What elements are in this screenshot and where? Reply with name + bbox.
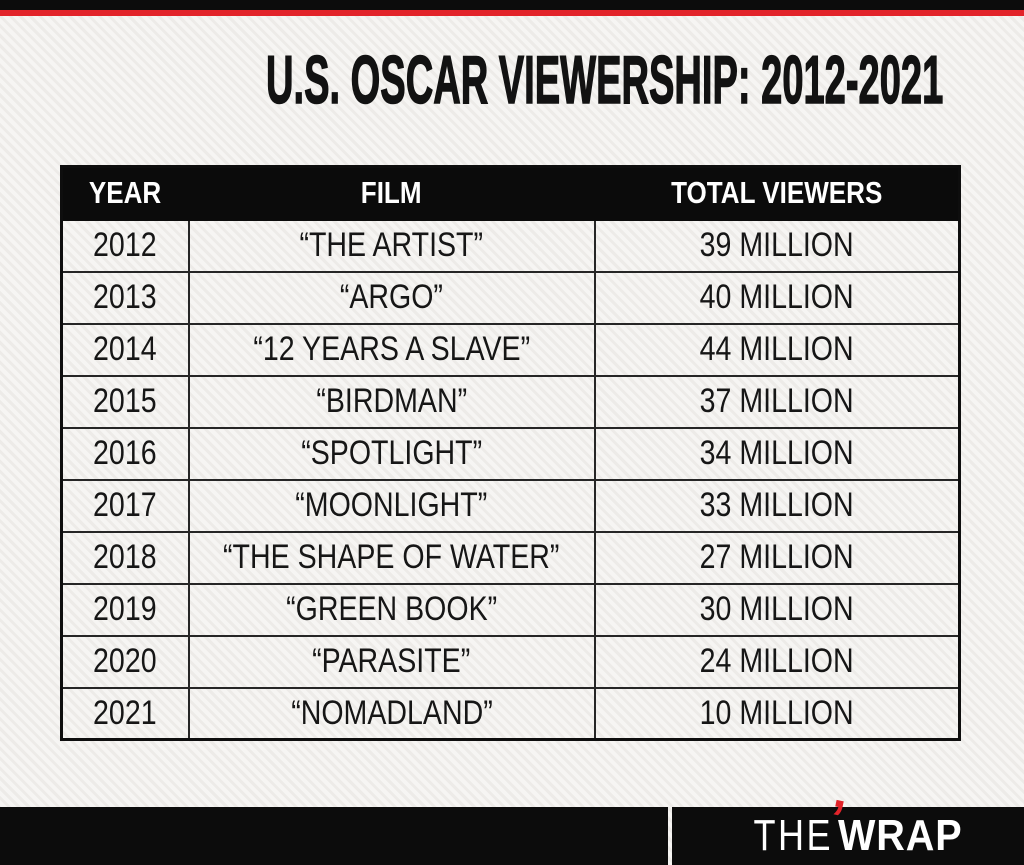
table-row: 2012 “THE ARTIST” 39 MILLION: [60, 218, 961, 273]
viewers-cell: 40 MILLION: [593, 270, 961, 325]
year-cell-text: 2016: [93, 434, 158, 472]
film-cell: “GREEN BOOK”: [187, 582, 596, 637]
logo-wrap-text: WRAP: [837, 811, 963, 860]
year-cell: 2012: [60, 218, 190, 273]
column-header-year: YEAR: [60, 165, 190, 221]
viewers-cell-text: 30 MILLION: [699, 590, 854, 628]
table-row: 2016 “SPOTLIGHT” 34 MILLION: [60, 426, 961, 481]
viewers-cell-text: 37 MILLION: [699, 382, 854, 420]
year-cell: 2015: [60, 374, 190, 429]
table-row: 2017 “MOONLIGHT” 33 MILLION: [60, 478, 961, 533]
table-header-row: YEAR FILM TOTAL VIEWERS: [60, 165, 961, 221]
top-black-bar: [0, 0, 1024, 10]
viewers-cell: 34 MILLION: [593, 426, 961, 481]
film-cell-text: “PARASITE”: [312, 642, 471, 680]
year-cell-text: 2020: [93, 642, 158, 680]
film-cell-text: “THE ARTIST”: [299, 226, 484, 264]
table-row: 2018 “THE SHAPE OF WATER” 27 MILLION: [60, 530, 961, 585]
viewership-table: YEAR FILM TOTAL VIEWERS 2012 “THE ARTIST”…: [60, 165, 961, 741]
film-cell-text: “THE SHAPE OF WATER”: [223, 538, 560, 576]
viewers-cell-text: 10 MILLION: [699, 693, 854, 732]
viewers-cell-text: 40 MILLION: [699, 278, 854, 316]
top-red-stripe: [0, 10, 1024, 16]
column-header-film: FILM: [187, 165, 596, 221]
film-cell: “MOONLIGHT”: [187, 478, 596, 533]
page-title: U.S. OSCAR VIEWERSHIP: 2012-2021: [0, 42, 1024, 118]
year-cell: 2017: [60, 478, 190, 533]
viewers-cell-text: 34 MILLION: [699, 434, 854, 472]
column-header-film-label: FILM: [361, 175, 422, 211]
viewers-cell: 44 MILLION: [593, 322, 961, 377]
logo-the-text: THE: [753, 811, 834, 860]
table-body: 2012 “THE ARTIST” 39 MILLION 2013 “ARGO” 40 M…: [60, 218, 961, 741]
footer-bar: THE ’ WRAP: [0, 789, 1024, 865]
year-cell: 2014: [60, 322, 190, 377]
red-apostrophe-icon: ’: [823, 789, 850, 849]
film-cell-text: “GREEN BOOK”: [285, 590, 498, 628]
film-cell-text: “SPOTLIGHT”: [301, 434, 482, 472]
viewers-cell: 24 MILLION: [593, 634, 961, 689]
year-cell-text: 2015: [93, 382, 158, 420]
column-header-year-label: YEAR: [89, 175, 162, 211]
film-cell: “THE ARTIST”: [187, 218, 596, 273]
viewers-cell: 39 MILLION: [593, 218, 961, 273]
film-cell: “SPOTLIGHT”: [187, 426, 596, 481]
table-header: YEAR FILM TOTAL VIEWERS: [60, 165, 961, 221]
page-title-text: U.S. OSCAR VIEWERSHIP: 2012-2021: [266, 42, 944, 118]
viewers-cell: 27 MILLION: [593, 530, 961, 585]
viewers-cell-text: 39 MILLION: [699, 226, 854, 264]
year-cell: 2019: [60, 582, 190, 637]
column-header-total-viewers-label: TOTAL VIEWERS: [671, 175, 883, 211]
column-header-total-viewers: TOTAL VIEWERS: [593, 165, 961, 221]
film-cell: “PARASITE”: [187, 634, 596, 689]
year-cell: 2016: [60, 426, 190, 481]
year-cell-text: 2019: [93, 590, 158, 628]
viewers-cell-text: 44 MILLION: [699, 330, 854, 368]
thewrap-logo: THE ’ WRAP: [736, 789, 976, 861]
film-cell-text: “MOONLIGHT”: [295, 486, 488, 524]
viewers-cell-text: 27 MILLION: [699, 538, 854, 576]
year-cell-text: 2021: [93, 693, 158, 732]
film-cell: “THE SHAPE OF WATER”: [187, 530, 596, 585]
viewers-cell: 30 MILLION: [593, 582, 961, 637]
year-cell-text: 2018: [93, 538, 158, 576]
year-cell-text: 2014: [93, 330, 158, 368]
year-cell: 2013: [60, 270, 190, 325]
viewers-cell-text: 33 MILLION: [699, 486, 854, 524]
viewers-cell: 33 MILLION: [593, 478, 961, 533]
table-row: 2020 “PARASITE” 24 MILLION: [60, 634, 961, 689]
viewers-cell: 10 MILLION: [593, 686, 961, 741]
viewers-cell-text: 24 MILLION: [699, 642, 854, 680]
table-row: 2019 “GREEN BOOK” 30 MILLION: [60, 582, 961, 637]
footer-divider: [668, 807, 672, 865]
table-row: 2013 “ARGO” 40 MILLION: [60, 270, 961, 325]
film-cell: “BIRDMAN”: [187, 374, 596, 429]
film-cell: “12 YEARS A SLAVE”: [187, 322, 596, 377]
table-row: 2015 “BIRDMAN” 37 MILLION: [60, 374, 961, 429]
year-cell-text: 2017: [93, 486, 158, 524]
viewers-cell: 37 MILLION: [593, 374, 961, 429]
table-row: 2014 “12 YEARS A SLAVE” 44 MILLION: [60, 322, 961, 377]
year-cell: 2021: [60, 686, 190, 741]
year-cell: 2018: [60, 530, 190, 585]
film-cell: “NOMADLAND”: [187, 686, 596, 741]
year-cell-text: 2012: [93, 226, 158, 264]
year-cell: 2020: [60, 634, 190, 689]
film-cell: “ARGO”: [187, 270, 596, 325]
film-cell-text: “12 YEARS A SLAVE”: [253, 330, 530, 368]
film-cell-text: “BIRDMAN”: [316, 382, 467, 420]
film-cell-text: “NOMADLAND”: [290, 693, 493, 732]
film-cell-text: “ARGO”: [339, 278, 444, 316]
table-row: 2021 “NOMADLAND” 10 MILLION: [60, 686, 961, 741]
year-cell-text: 2013: [93, 278, 158, 316]
